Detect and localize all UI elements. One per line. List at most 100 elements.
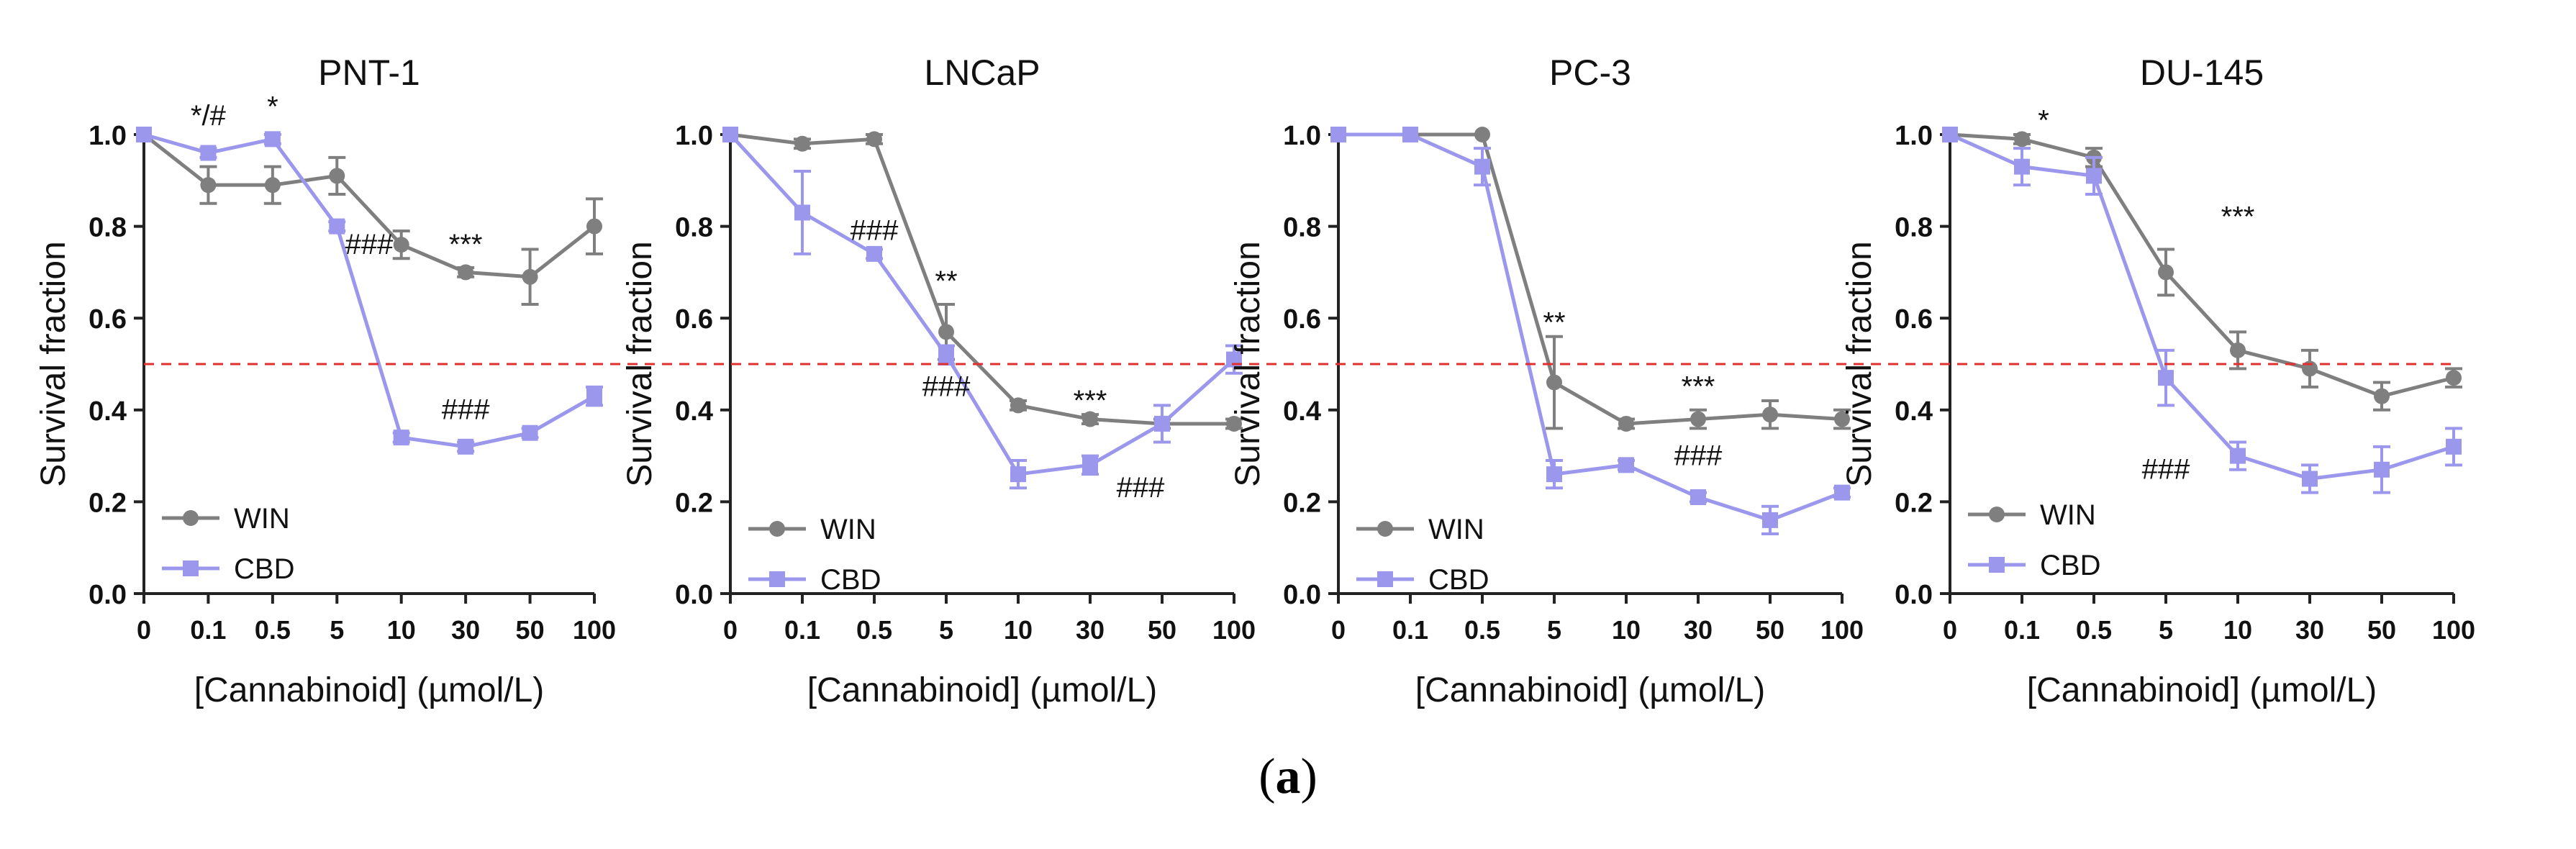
data-point-win	[1690, 411, 1706, 427]
y-tick-label: 0.2	[1895, 488, 1933, 518]
data-point-cbd	[1942, 127, 1958, 142]
data-point-win	[2014, 131, 2030, 147]
y-tick-label: 0.8	[675, 213, 713, 243]
data-point-cbd	[264, 131, 281, 147]
data-point-win	[1474, 127, 1490, 142]
y-tick-label: 0.6	[89, 304, 127, 335]
x-tick-label: 10	[1612, 615, 1641, 645]
data-point-cbd	[938, 347, 954, 363]
significance-annotation: */#	[191, 100, 227, 132]
x-tick-label: 100	[1212, 615, 1256, 645]
data-point-cbd	[1762, 512, 1778, 528]
series-line-win	[730, 132, 1234, 426]
series-cbd	[1330, 127, 1851, 536]
x-tick-label: 50	[1148, 615, 1176, 645]
x-tick-label: 50	[2367, 615, 2396, 645]
significance-annotation: ***	[449, 229, 483, 260]
y-tick-label: 1.0	[1895, 121, 1933, 151]
data-point-win	[522, 268, 538, 285]
y-tick-label: 0.4	[675, 396, 713, 427]
legend-marker	[183, 560, 199, 576]
x-tick-label: 30	[1684, 615, 1713, 645]
x-tick-label: 100	[573, 615, 616, 645]
y-axis-label: Survival fraction	[35, 241, 73, 486]
legend-marker	[1377, 521, 1393, 537]
y-tick-label: 0.4	[89, 396, 127, 427]
x-tick-label: 0.1	[784, 615, 820, 645]
x-tick-label: 5	[939, 615, 953, 645]
data-point-win	[1834, 411, 1850, 427]
x-tick-label: 0.5	[856, 615, 892, 645]
significance-annotation: ###	[851, 215, 899, 247]
significance-annotation: **	[1543, 307, 1565, 338]
y-tick-label: 0.8	[1895, 213, 1933, 243]
x-axis-label: [Cannabinoid] (µmol/L)	[1415, 671, 1766, 709]
y-tick-label: 0.8	[1283, 213, 1321, 243]
legend-marker	[1989, 557, 2005, 573]
data-point-win	[1546, 374, 1562, 391]
y-tick-label: 0.2	[89, 488, 127, 518]
data-point-cbd	[2158, 370, 2174, 386]
panel-title: LNCaP	[924, 53, 1040, 93]
x-tick-label: 10	[2223, 615, 2252, 645]
x-axis-label: [Cannabinoid] (µmol/L)	[2027, 671, 2377, 709]
data-point-win	[2230, 342, 2246, 358]
data-point-win	[938, 324, 954, 340]
series-line-cbd	[143, 132, 596, 449]
x-tick-label: 0.1	[2004, 615, 2040, 645]
x-tick-label: 0.5	[1464, 615, 1500, 645]
data-point-cbd	[722, 127, 738, 142]
panel-pnt-1: PNT-1 0.0 0.2 0.4 0.6 0.8 1.0 0 0.1 0.5 5 10 30 50 100…	[35, 53, 616, 709]
data-point-win	[393, 237, 409, 253]
y-tick-label: 0.2	[1283, 488, 1321, 518]
significance-annotation: ###	[1674, 440, 1723, 471]
data-point-win	[1618, 415, 1634, 432]
panel-pc-3: PC-3 0.0 0.2 0.4 0.6 0.8 1.0 0 0.1 0.5 5 10 30 50 100 […	[1229, 53, 1864, 709]
legend-marker	[1377, 571, 1393, 587]
data-point-win	[2158, 264, 2174, 281]
y-tick-label: 0.4	[1283, 396, 1321, 427]
data-point-cbd	[522, 424, 538, 441]
x-tick-label: 10	[387, 615, 416, 645]
legend-label: CBD	[234, 553, 294, 585]
data-point-cbd	[586, 388, 602, 404]
data-point-win	[2374, 388, 2390, 404]
data-point-cbd	[2086, 168, 2102, 184]
x-tick-label: 100	[1820, 615, 1864, 645]
x-tick-label: 5	[330, 615, 344, 645]
data-point-win	[1762, 407, 1778, 423]
series-cbd	[136, 127, 603, 455]
panel-title: PNT-1	[318, 53, 420, 93]
data-point-win	[329, 168, 345, 184]
data-point-cbd	[1618, 457, 1634, 473]
x-tick-label: 10	[1004, 615, 1033, 645]
y-tick-label: 0.2	[675, 488, 713, 518]
y-tick-label: 0.0	[89, 580, 127, 610]
x-tick-label: 0.5	[2076, 615, 2112, 645]
y-tick-label: 0.6	[1283, 304, 1321, 335]
legend-label: WIN	[1428, 514, 1484, 545]
legend-label: CBD	[1428, 564, 1489, 596]
x-tick-label: 0.5	[255, 615, 291, 645]
data-point-win	[794, 135, 810, 152]
series-cbd	[1942, 127, 2462, 494]
x-tick-label: 0.1	[190, 615, 226, 645]
legend-label: CBD	[2040, 550, 2100, 581]
series-line-cbd	[1949, 132, 2454, 481]
data-point-win	[264, 177, 281, 194]
significance-annotation: *	[2038, 105, 2049, 137]
x-tick-label: 0	[723, 615, 738, 645]
data-point-win	[866, 131, 882, 147]
legend-label: CBD	[820, 564, 881, 596]
data-point-cbd	[200, 145, 217, 161]
y-tick-label: 1.0	[675, 121, 713, 151]
data-point-cbd	[458, 438, 474, 455]
legend-marker	[1989, 507, 2005, 522]
caption-label: a	[1275, 749, 1301, 804]
panel-title: DU-145	[2140, 53, 2264, 93]
significance-annotation: ###	[345, 229, 394, 260]
legend-label: WIN	[820, 514, 876, 545]
y-tick-label: 0.6	[1895, 304, 1933, 335]
series-cbd	[722, 127, 1243, 490]
data-point-cbd	[1082, 457, 1098, 473]
